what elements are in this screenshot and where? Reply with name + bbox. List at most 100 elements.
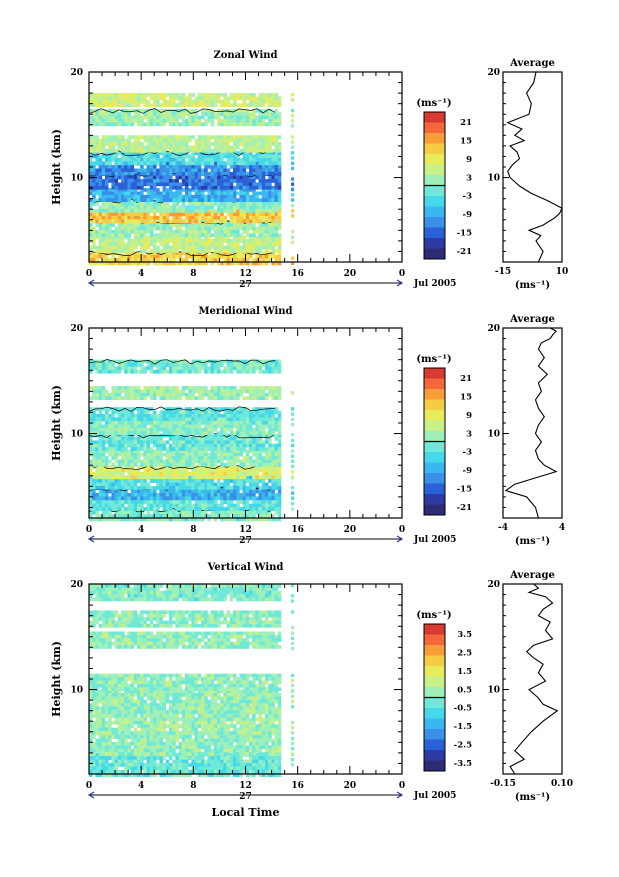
heatmap-cell xyxy=(131,453,135,457)
heatmap-cell xyxy=(102,183,106,187)
heatmap-cell xyxy=(195,213,199,217)
heatmap-cell xyxy=(99,223,103,227)
heatmap-cell xyxy=(259,456,263,460)
profile-cell xyxy=(291,109,294,112)
colorbar-swatch xyxy=(424,207,445,218)
heatmap-cell xyxy=(220,239,224,243)
profile-cell xyxy=(291,93,294,96)
heatmap-cell xyxy=(175,472,179,476)
heatmap-cell xyxy=(105,507,109,511)
heatmap-cell xyxy=(153,472,157,476)
heatmap-cell xyxy=(166,135,170,139)
heatmap-cell xyxy=(179,93,183,97)
heatmap-cell xyxy=(134,255,138,259)
heatmap-cell xyxy=(198,463,202,467)
heatmap-cell xyxy=(185,437,189,441)
heatmap-cell xyxy=(95,119,99,123)
heatmap-cell xyxy=(217,469,221,473)
heatmap-cell xyxy=(185,463,189,467)
heatmap-cell xyxy=(175,486,179,490)
heatmap-cell xyxy=(153,497,157,501)
heatmap-cell xyxy=(233,511,237,515)
heatmap-cell xyxy=(111,258,115,262)
heatmap-cell xyxy=(246,172,250,176)
heatmap-cell xyxy=(262,504,266,508)
heatmap-cell xyxy=(108,246,112,250)
heatmap-cell xyxy=(195,514,199,518)
heatmap-cell xyxy=(278,198,282,202)
heatmap-cell xyxy=(166,158,170,162)
heatmap-cell xyxy=(217,172,221,176)
heatmap-cell xyxy=(201,490,205,494)
heatmap-cell xyxy=(195,469,199,473)
heatmap-cell xyxy=(252,500,256,504)
heatmap-cell xyxy=(143,483,147,487)
heatmap-cell xyxy=(227,119,231,123)
colorbar-swatch xyxy=(424,154,445,165)
heatmap-cell xyxy=(92,511,96,515)
heatmap-cell xyxy=(198,165,202,169)
heatmap-cell xyxy=(185,165,189,169)
heatmap-cell xyxy=(169,475,173,479)
heatmap-cell xyxy=(220,103,224,107)
heatmap-cell xyxy=(115,116,119,120)
heatmap-cell xyxy=(137,172,141,176)
heatmap-cell xyxy=(118,233,122,237)
heatmap-cell xyxy=(92,179,96,183)
heatmap-cell xyxy=(137,119,141,123)
heatmap-cell xyxy=(211,219,215,223)
heatmap-cell xyxy=(223,227,227,231)
heatmap-cell xyxy=(223,219,227,223)
heatmap-cell xyxy=(118,483,122,487)
heatmap-cell xyxy=(115,483,119,487)
heatmap-cell xyxy=(131,504,135,508)
heatmap-cell xyxy=(201,198,205,202)
colorbar-swatch xyxy=(424,144,445,155)
heatmap-cell xyxy=(140,135,144,139)
heatmap-cell xyxy=(134,139,138,143)
heatmap-cell xyxy=(99,158,103,162)
heatmap-cell xyxy=(265,453,269,457)
heatmap-cell xyxy=(275,227,279,231)
heatmap-cell xyxy=(236,169,240,173)
heatmap-cell xyxy=(156,192,160,196)
heatmap-cell xyxy=(105,227,109,231)
heatmap-cell xyxy=(278,242,282,246)
heatmap-cell xyxy=(201,149,205,153)
heatmap-cell xyxy=(201,161,205,165)
heatmap-cell xyxy=(108,149,112,153)
heatmap-cell xyxy=(137,139,141,143)
heatmap-cell xyxy=(188,463,192,467)
heatmap-cell xyxy=(230,165,234,169)
heatmap-cell xyxy=(252,493,256,497)
heatmap-cell xyxy=(102,453,106,457)
heatmap-cell xyxy=(195,219,199,223)
heatmap-cell xyxy=(156,223,160,227)
heatmap-cell xyxy=(166,119,170,123)
heatmap-cell xyxy=(95,149,99,153)
heatmap-cell xyxy=(92,216,96,220)
heatmap-cell xyxy=(111,116,115,120)
heatmap-cell xyxy=(195,216,199,220)
heatmap-cell xyxy=(236,172,240,176)
heatmap-cell xyxy=(150,230,154,234)
heatmap-cell xyxy=(223,511,227,515)
profile-cell xyxy=(291,146,294,149)
heatmap-cell xyxy=(220,500,224,504)
heatmap-cell xyxy=(150,161,154,165)
heatmap-cell xyxy=(278,172,282,176)
heatmap-cell xyxy=(188,219,192,223)
heatmap-cell xyxy=(188,103,192,107)
heatmap-cell xyxy=(217,233,221,237)
heatmap-cell xyxy=(143,460,147,464)
heatmap-cell xyxy=(102,504,106,508)
heatmap-cell xyxy=(201,169,205,173)
heatmap-cell xyxy=(255,255,259,259)
heatmap-cell xyxy=(127,209,130,213)
heatmap-cell xyxy=(204,483,208,487)
heatmap-cell xyxy=(239,246,243,250)
heatmap-cell xyxy=(278,421,282,425)
heatmap-cell xyxy=(204,447,208,451)
heatmap-cell xyxy=(99,139,103,143)
heatmap-cell xyxy=(278,497,282,501)
